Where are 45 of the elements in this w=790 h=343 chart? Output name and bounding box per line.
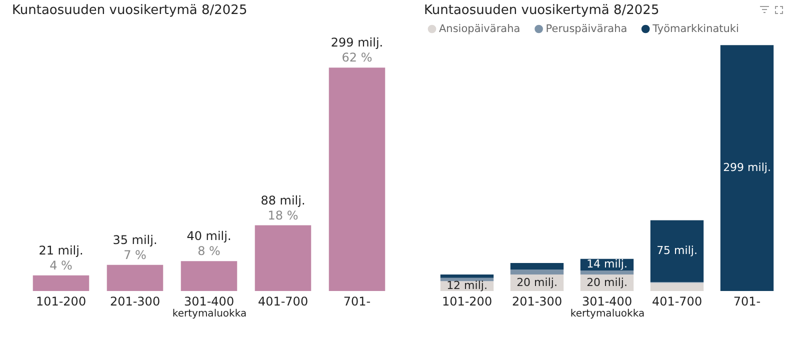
chart-title: Kuntaosuuden vuosikertymä 8/2025 [424, 3, 660, 18]
x-tick-label: 101-200 [442, 294, 492, 308]
data-label: 12 milj. [446, 279, 488, 292]
data-label: 35 milj. [112, 232, 158, 247]
chart-title: Kuntaosuuden vuosikertymä 8/2025 [12, 3, 248, 18]
data-label: 299 milj. [330, 36, 384, 50]
annotation: 62 % [342, 50, 372, 65]
bar [180, 261, 238, 291]
bar [580, 270, 634, 275]
bar [32, 275, 90, 291]
x-axis-title: kertymaluokka [172, 308, 247, 320]
bar [510, 270, 564, 275]
x-tick-label: 201-300 [512, 294, 562, 308]
x-tick-label: 301-400 [184, 294, 234, 308]
legend-label: Työmarkkinatuki [652, 23, 739, 35]
data-label: 20 milj. [516, 276, 558, 289]
annotation: 8 % [198, 244, 220, 258]
x-tick-label: 201-300 [110, 294, 160, 308]
bar [650, 282, 704, 291]
bar [720, 45, 774, 291]
data-label: 21 milj. [38, 243, 84, 258]
data-label: 20 milj. [586, 276, 628, 289]
data-label: 14 milj. [586, 258, 628, 271]
annotation: 4 % [50, 258, 72, 272]
annotation: 18 % [268, 208, 298, 222]
x-tick-label: 301-400 [582, 294, 632, 308]
bar [254, 225, 312, 291]
legend-label: Peruspäiväraha [546, 23, 628, 35]
bar [510, 263, 564, 270]
x-tick-label: 401-700 [258, 294, 308, 308]
annotation: 7 % [124, 248, 146, 262]
legend-label: Ansiopäiväraha [439, 23, 520, 35]
data-label: 299 milj. [723, 161, 771, 174]
data-label: 40 milj. [186, 229, 232, 244]
x-tick-label: 701- [733, 294, 761, 308]
data-label: 75 milj. [656, 244, 698, 258]
data-label: 88 milj. [260, 193, 306, 208]
bar [440, 274, 494, 278]
x-tick-label: 101-200 [36, 294, 86, 308]
x-tick-label: 701- [343, 294, 371, 308]
bar [106, 264, 164, 291]
bar [650, 220, 704, 282]
x-axis-title: kertymaluokka [570, 308, 645, 320]
bar [328, 68, 386, 291]
x-tick-label: 401-700 [652, 294, 702, 308]
